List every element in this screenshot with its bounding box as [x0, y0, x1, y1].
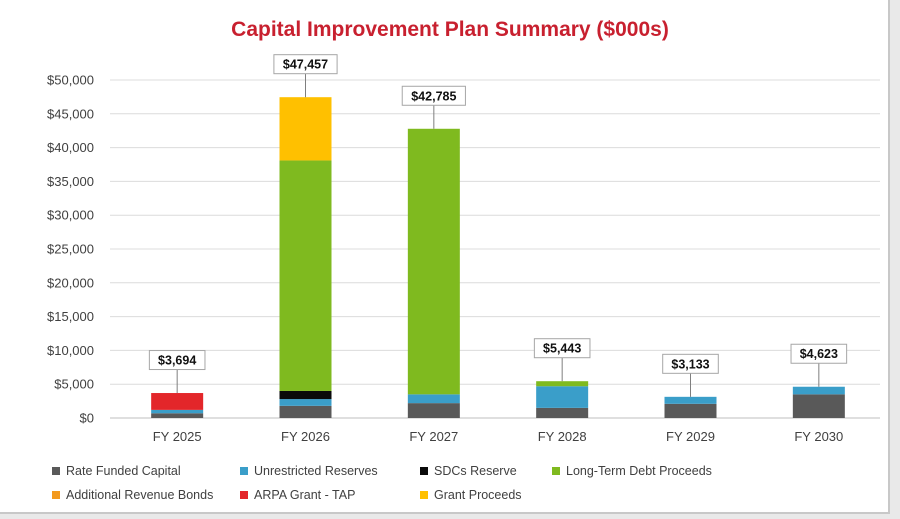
data-label-total: $3,133 [671, 357, 709, 371]
y-tick-label: $15,000 [47, 309, 94, 324]
y-tick-label: $40,000 [47, 140, 94, 155]
legend-item: Grant Proceeds [420, 488, 522, 502]
legend-label: Unrestricted Reserves [254, 464, 378, 478]
callout-box [148, 350, 206, 371]
legend-label: Additional Revenue Bonds [66, 488, 214, 502]
bar-segment [407, 128, 460, 395]
y-tick-label: $0 [80, 411, 94, 426]
bar-segment [792, 394, 845, 418]
callout-box [533, 338, 591, 359]
legend-label: ARPA Grant - TAP [254, 488, 356, 502]
y-tick-label: $35,000 [47, 174, 94, 189]
legend-item: Additional Revenue Bonds [52, 488, 213, 502]
legend-label: Grant Proceeds [434, 488, 522, 502]
legend-label: Long-Term Debt Proceeds [566, 464, 712, 478]
data-label-total: $3,694 [158, 354, 196, 368]
data-label-total: $4,623 [800, 347, 838, 361]
bar-segment [664, 396, 717, 404]
bar-segment [407, 394, 460, 404]
bar-segment [792, 386, 845, 395]
legend-swatch [52, 467, 60, 475]
y-tick-label: $45,000 [47, 106, 94, 121]
y-tick-label: $50,000 [47, 73, 94, 88]
bar-segment [279, 405, 332, 418]
legend-item: SDCs Reserve [420, 464, 517, 478]
bar-segment [279, 160, 332, 391]
bar-segment [407, 403, 460, 418]
y-tick-label: $30,000 [47, 208, 94, 223]
legend-swatch [240, 467, 248, 475]
bar-segment [664, 403, 717, 418]
legend-item: Rate Funded Capital [52, 464, 181, 478]
legend-swatch [420, 467, 428, 475]
legend-item: ARPA Grant - TAP [240, 488, 355, 502]
legend-item: Unrestricted Reserves [240, 464, 378, 478]
bar-segment [279, 97, 332, 161]
callout-box [790, 343, 848, 364]
x-tick-label: FY 2028 [538, 429, 587, 444]
bar-segment [279, 399, 332, 406]
bar-segment [536, 386, 589, 408]
bar-segment [151, 409, 204, 414]
legend-swatch [240, 491, 248, 499]
bar-segment [279, 390, 332, 400]
bar-segment [536, 381, 589, 387]
callout-box [401, 85, 466, 106]
bar-segment [151, 413, 204, 418]
x-tick-label: FY 2026 [281, 429, 330, 444]
chart-title: Capital Improvement Plan Summary ($000s) [231, 18, 669, 41]
legend-swatch [420, 491, 428, 499]
y-tick-label: $25,000 [47, 242, 94, 257]
bar-segment [151, 393, 204, 410]
x-tick-label: FY 2029 [666, 429, 715, 444]
x-tick-label: FY 2027 [409, 429, 458, 444]
callout-box [273, 54, 338, 75]
legend-item: Long-Term Debt Proceeds [552, 464, 712, 478]
data-label-total: $5,443 [543, 342, 581, 356]
y-tick-label: $10,000 [47, 343, 94, 358]
data-label-total: $42,785 [411, 89, 456, 103]
bar-segment [536, 407, 589, 418]
data-label-total: $47,457 [283, 58, 328, 72]
y-tick-label: $5,000 [54, 377, 94, 392]
legend-swatch [552, 467, 560, 475]
callout-box [662, 353, 719, 374]
x-tick-label: FY 2030 [794, 429, 843, 444]
y-tick-label: $20,000 [47, 275, 94, 290]
x-tick-label: FY 2025 [153, 429, 202, 444]
legend-swatch [52, 491, 60, 499]
legend-label: SDCs Reserve [434, 464, 517, 478]
legend-label: Rate Funded Capital [66, 464, 181, 478]
